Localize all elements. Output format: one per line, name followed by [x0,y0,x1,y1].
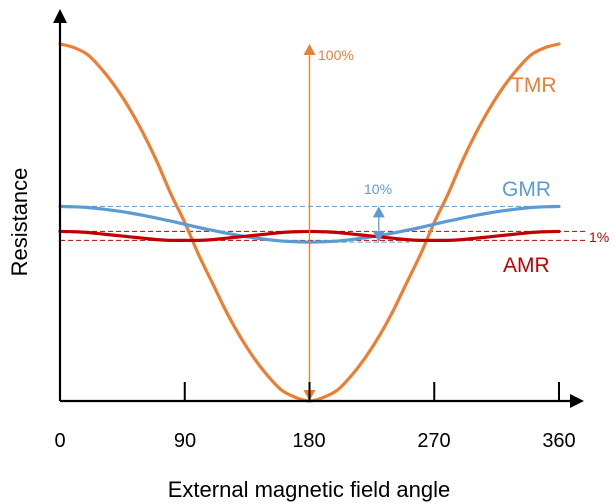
gmr-range-arrow-up [372,206,385,218]
x-tick-360: 360 [542,430,575,452]
x-tick-270: 270 [417,430,450,452]
gmr-range-arrow-down [372,231,385,243]
series-label-amr: AMR [503,254,550,277]
annotation-1-percent: 1% [589,229,609,245]
annotation-layer [303,44,385,401]
annotation-10-percent: 10% [364,181,392,197]
x-tick-0: 0 [54,430,65,452]
tmr-range-arrow-up [303,44,316,55]
x-tick-180: 180 [292,430,325,452]
series-label-gmr: GMR [502,178,551,201]
axes [53,9,584,408]
x-axis-title: External magnetic field angle [168,477,451,502]
y-axis-title: Resistance [7,168,32,277]
x-tick-90: 90 [174,430,196,452]
y-axis-arrow [53,9,67,23]
series-label-tmr: TMR [511,74,557,97]
x-axis-arrow [570,394,584,408]
annotation-100-percent: 100% [318,47,354,63]
